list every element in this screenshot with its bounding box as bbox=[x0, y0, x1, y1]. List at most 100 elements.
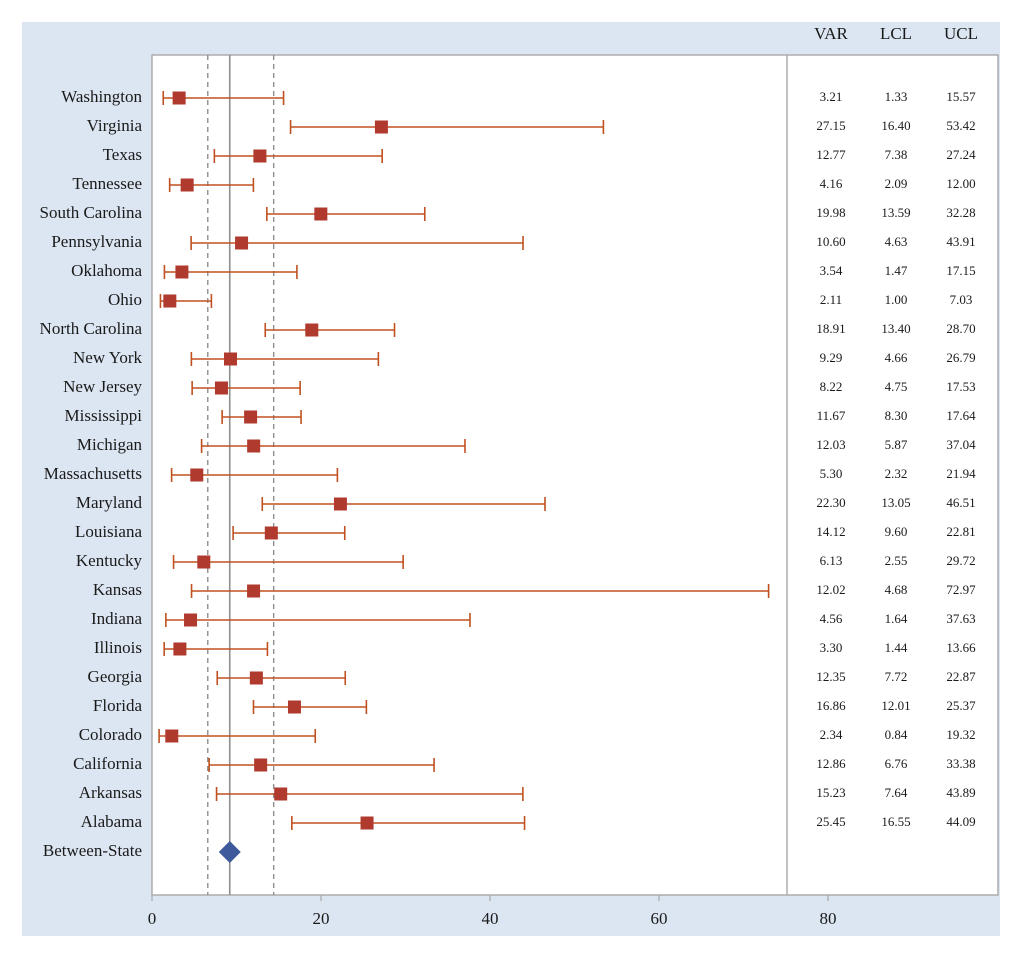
table-cell-lcl: 0.84 bbox=[885, 727, 908, 742]
point-estimate-marker bbox=[247, 439, 261, 453]
row-label: Washington bbox=[61, 87, 142, 106]
table-cell-lcl: 4.63 bbox=[885, 234, 908, 249]
row-label: Alabama bbox=[81, 812, 143, 831]
table-cell-ucl: 25.37 bbox=[946, 698, 976, 713]
table-cell-lcl: 13.05 bbox=[881, 495, 910, 510]
row-label: California bbox=[73, 754, 142, 773]
table-cell-var: 25.45 bbox=[816, 814, 845, 829]
table-cell-var: 4.56 bbox=[820, 611, 843, 626]
row-label: Georgia bbox=[88, 667, 143, 686]
table-cell-var: 4.16 bbox=[820, 176, 843, 191]
table-cell-lcl: 6.76 bbox=[885, 756, 908, 771]
table-cell-var: 8.22 bbox=[820, 379, 843, 394]
point-estimate-marker bbox=[173, 642, 187, 656]
table-cell-lcl: 5.87 bbox=[885, 437, 908, 452]
point-estimate-marker bbox=[333, 497, 347, 511]
summary-diamond bbox=[218, 841, 241, 863]
point-estimate-marker bbox=[214, 381, 228, 395]
table-cell-var: 16.86 bbox=[816, 698, 846, 713]
table-cell-lcl: 13.59 bbox=[881, 205, 910, 220]
table-cell-ucl: 17.15 bbox=[946, 263, 975, 278]
x-tick-label: 80 bbox=[820, 909, 837, 928]
point-estimate-marker bbox=[163, 294, 177, 308]
table-cell-var: 3.54 bbox=[820, 263, 843, 278]
point-estimate-marker bbox=[190, 468, 204, 482]
table-cell-var: 18.91 bbox=[816, 321, 845, 336]
point-estimate-marker bbox=[165, 729, 179, 743]
table-cell-var: 12.86 bbox=[816, 756, 846, 771]
row-label: Colorado bbox=[79, 725, 142, 744]
point-estimate-marker bbox=[197, 555, 211, 569]
table-cell-var: 6.13 bbox=[820, 553, 843, 568]
point-estimate-marker bbox=[274, 787, 288, 801]
row-label: Kansas bbox=[93, 580, 142, 599]
column-header: VAR bbox=[814, 24, 848, 43]
table-cell-var: 27.15 bbox=[816, 118, 845, 133]
table-cell-var: 12.03 bbox=[816, 437, 845, 452]
point-estimate-marker bbox=[287, 700, 301, 714]
row-label: Kentucky bbox=[76, 551, 143, 570]
table-cell-ucl: 22.81 bbox=[946, 524, 975, 539]
row-label: New York bbox=[73, 348, 142, 367]
table-cell-lcl: 9.60 bbox=[885, 524, 908, 539]
point-estimate-marker bbox=[305, 323, 319, 337]
table-cell-ucl: 44.09 bbox=[946, 814, 975, 829]
table-cell-ucl: 21.94 bbox=[946, 466, 976, 481]
table-cell-lcl: 1.44 bbox=[885, 640, 908, 655]
x-tick-label: 40 bbox=[482, 909, 499, 928]
row-label: Florida bbox=[93, 696, 143, 715]
table-cell-var: 5.30 bbox=[820, 466, 843, 481]
row-label: Virginia bbox=[87, 116, 143, 135]
table-cell-ucl: 13.66 bbox=[946, 640, 976, 655]
table-cell-var: 11.67 bbox=[817, 408, 846, 423]
row-label: Texas bbox=[103, 145, 142, 164]
table-cell-lcl: 1.47 bbox=[885, 263, 908, 278]
column-header: LCL bbox=[880, 24, 912, 43]
table-cell-ucl: 7.03 bbox=[950, 292, 973, 307]
point-estimate-marker bbox=[175, 265, 189, 279]
table-cell-lcl: 1.00 bbox=[885, 292, 908, 307]
table-cell-ucl: 33.38 bbox=[946, 756, 975, 771]
row-label: Mississippi bbox=[65, 406, 143, 425]
table-cell-ucl: 37.63 bbox=[946, 611, 975, 626]
x-tick-label: 60 bbox=[651, 909, 668, 928]
x-tick-label: 0 bbox=[148, 909, 157, 928]
table-cell-var: 22.30 bbox=[816, 495, 845, 510]
table-cell-lcl: 2.09 bbox=[885, 176, 908, 191]
point-estimate-marker bbox=[264, 526, 278, 540]
text-labels: VAR LCL UCL Washington 3.21 1.33 15.57 Virginia… bbox=[40, 24, 978, 928]
table-cell-ucl: 22.87 bbox=[946, 669, 976, 684]
table-cell-var: 10.60 bbox=[816, 234, 845, 249]
table-cell-lcl: 16.55 bbox=[881, 814, 910, 829]
row-label: North Carolina bbox=[40, 319, 143, 338]
point-estimate-marker bbox=[254, 758, 268, 772]
table-cell-var: 12.77 bbox=[816, 147, 846, 162]
table-cell-var: 2.11 bbox=[820, 292, 842, 307]
point-estimate-marker bbox=[235, 236, 249, 250]
table-cell-var: 12.02 bbox=[816, 582, 845, 597]
table-cell-ucl: 19.32 bbox=[946, 727, 975, 742]
table-cell-lcl: 16.40 bbox=[881, 118, 910, 133]
table-cell-lcl: 1.33 bbox=[885, 89, 908, 104]
table-cell-ucl: 27.24 bbox=[946, 147, 976, 162]
table-cell-ucl: 17.53 bbox=[946, 379, 975, 394]
table-cell-var: 9.29 bbox=[820, 350, 843, 365]
row-label: Ohio bbox=[108, 290, 142, 309]
row-label: New Jersey bbox=[63, 377, 142, 396]
table-cell-lcl: 4.66 bbox=[885, 350, 908, 365]
summary-label: Between-State bbox=[43, 841, 142, 860]
row-label: Maryland bbox=[76, 493, 143, 512]
table-cell-var: 12.35 bbox=[816, 669, 845, 684]
table-cell-ucl: 17.64 bbox=[946, 408, 976, 423]
table-cell-lcl: 7.72 bbox=[885, 669, 908, 684]
point-estimate-marker bbox=[247, 584, 261, 598]
table-cell-lcl: 2.55 bbox=[885, 553, 908, 568]
row-label: Indiana bbox=[91, 609, 142, 628]
table-cell-ucl: 37.04 bbox=[946, 437, 976, 452]
row-label: Massachusetts bbox=[44, 464, 142, 483]
point-estimate-marker bbox=[180, 178, 194, 192]
point-estimate-marker bbox=[184, 613, 198, 627]
row-label: Louisiana bbox=[75, 522, 142, 541]
